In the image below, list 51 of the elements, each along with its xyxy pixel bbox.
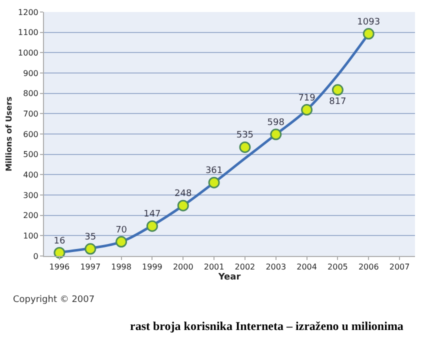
x-tick-label: 2001 (204, 262, 224, 272)
point (332, 84, 344, 96)
data-label: 70 (116, 225, 128, 236)
x-tick-label: 1998 (111, 262, 132, 272)
data-label: 719 (298, 93, 316, 104)
text: rast broja korisnika Interneta – izraženo u milionima (130, 319, 404, 333)
y-tick-label: 600 (23, 130, 38, 139)
x-axis-title: Year (217, 272, 242, 282)
data-label: 361 (205, 166, 223, 176)
y-tick-label: 1100 (18, 28, 38, 38)
y-tick-label: 800 (23, 89, 38, 98)
y-tick-label: 1000 (18, 48, 38, 58)
x-tick-label: 2005 (328, 262, 348, 272)
y-tick-label: 400 (23, 170, 38, 180)
x-tick-label: 2002 (234, 262, 256, 272)
y-tick-label: 1200 (18, 8, 38, 17)
x-tick-label: 2000 (172, 262, 194, 272)
data-label: 248 (174, 189, 192, 200)
point (239, 141, 251, 153)
data-label: 147 (144, 210, 161, 220)
data-label: 1093 (357, 17, 380, 28)
point (84, 243, 96, 255)
x-tick-label: 1996 (49, 262, 70, 272)
point (177, 200, 189, 212)
text: Copyright © 2007 (13, 295, 95, 305)
point (208, 176, 220, 188)
data-label: 817 (329, 96, 346, 107)
y-axis-title: Millions of Users (4, 96, 14, 172)
x-tick-label: 2003 (266, 262, 286, 272)
point (54, 247, 66, 258)
y-tick-label: 200 (23, 211, 38, 220)
point (301, 104, 313, 116)
point (270, 128, 282, 140)
y-tick-label: 300 (23, 190, 38, 200)
point (116, 236, 128, 248)
x-tick-label: 1997 (80, 262, 101, 272)
x-tick-label: 2006 (358, 262, 379, 272)
data-label: 35 (84, 232, 96, 242)
y-tick-label: 900 (23, 68, 38, 78)
x-tick-label: 1999 (142, 262, 162, 272)
data-label: 535 (236, 130, 254, 141)
y-tick-label: 700 (23, 109, 38, 118)
point (362, 28, 374, 40)
y-tick-label: 100 (23, 231, 38, 240)
x-tick-label: 2004 (296, 262, 317, 272)
y-tick-label: 0 (33, 252, 38, 261)
data-label: 598 (267, 118, 285, 128)
point (146, 220, 158, 232)
data-label: 16 (54, 236, 66, 246)
x-tick-label: 2007 (389, 262, 410, 272)
y-tick-label: 500 (23, 150, 38, 160)
